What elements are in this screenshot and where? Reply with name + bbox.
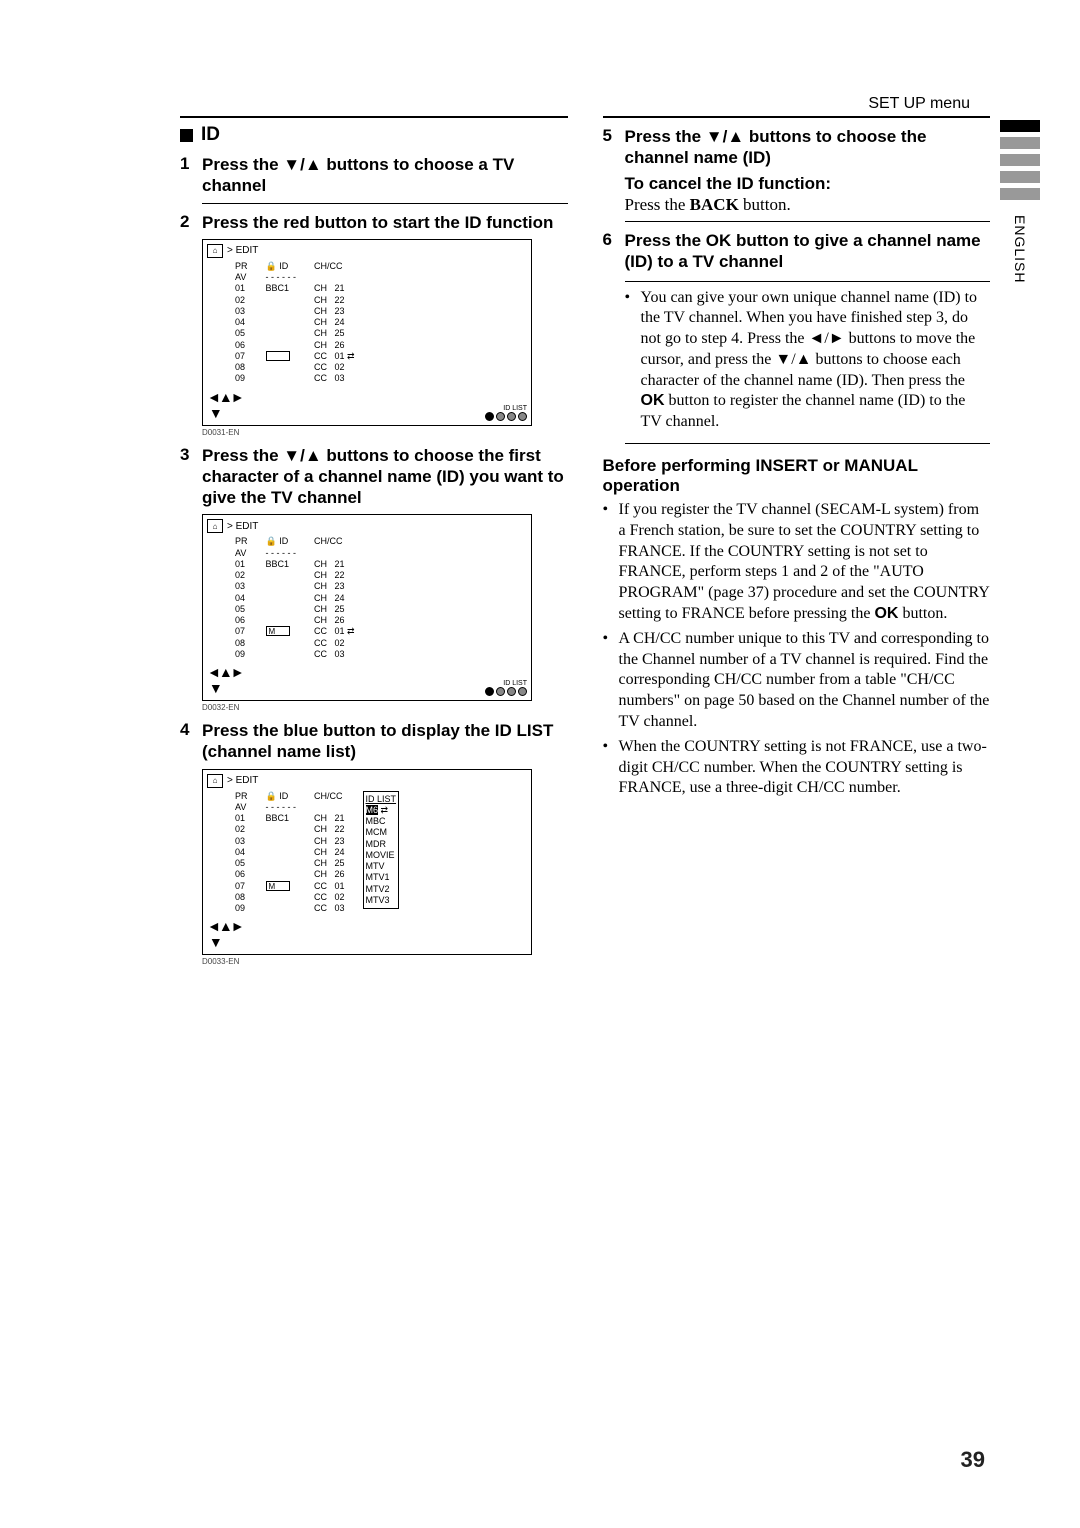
id-list-box: ID LIST M6 ⇄MBCMCMMDRMOVIEMTVMTV1MTV2MTV… xyxy=(363,791,400,910)
tv-icon: ⌂ xyxy=(207,244,223,258)
nav-arrows-icon: ◄▲► ▼ xyxy=(207,918,243,950)
nav-arrows-icon: ◄▲► ▼ xyxy=(207,664,243,696)
step-text: Press the ▼/▲ buttons to choose a TV cha… xyxy=(202,154,568,197)
tv-icon: ⌂ xyxy=(207,774,223,788)
tab-bar-active xyxy=(1000,120,1040,132)
screenshot-edit-2: ⌂> EDIT PR AV010203040506070809 🔒 ID - -… xyxy=(202,514,532,701)
step-number: 1 xyxy=(180,154,202,197)
caption: D0032-EN xyxy=(202,703,568,712)
screenshot-edit-3: ⌂> EDIT PR AV010203040506070809 🔒 ID - -… xyxy=(202,769,532,956)
step-6: 6 Press the OK button to give a channel … xyxy=(603,230,991,273)
step-text: Press the red button to start the ID fun… xyxy=(202,212,553,233)
sub-instruction-bold: To cancel the ID function: xyxy=(625,173,991,194)
step-2: 2 Press the red button to start the ID f… xyxy=(180,212,568,233)
step-5: 5 Press the ▼/▲ buttons to choose the ch… xyxy=(603,126,991,215)
screenshot-edit-1: ⌂> EDIT PR AV010203040506070809 🔒 ID - -… xyxy=(202,239,532,426)
divider xyxy=(180,116,568,118)
tab-bar xyxy=(1000,188,1040,200)
sub-instruction-text: Press the BACK button. xyxy=(625,194,991,215)
right-column: 5 Press the ▼/▲ buttons to choose the ch… xyxy=(603,110,991,966)
language-label: ENGLISH xyxy=(1012,215,1028,283)
col-chcc: CH/CC CH 21CH 22CH 23CH 24CH 25CH 26CC 0… xyxy=(314,261,355,385)
header-menu-label: SET UP menu xyxy=(868,95,970,113)
step-number: 4 xyxy=(180,720,202,763)
divider xyxy=(603,116,991,118)
step-4: 4 Press the blue button to display the I… xyxy=(180,720,568,763)
step-number: 5 xyxy=(603,126,625,215)
col-pr: PR AV010203040506070809 xyxy=(235,261,248,385)
step-text: Press the OK button to give a channel na… xyxy=(625,230,991,273)
tv-icon: ⌂ xyxy=(207,519,223,533)
bullet-text: When the COUNTRY setting is not FRANCE, … xyxy=(619,737,991,799)
divider xyxy=(625,221,991,222)
tab-bar xyxy=(1000,154,1040,166)
page-number: 39 xyxy=(961,1447,985,1473)
caption: D0033-EN xyxy=(202,957,568,966)
step-text: Press the ▼/▲ buttons to choose the chan… xyxy=(625,126,991,169)
step-3: 3 Press the ▼/▲ buttons to choose the fi… xyxy=(180,445,568,509)
manual-page: SET UP menu ENGLISH ID 1 Press the ▼/▲ b… xyxy=(0,0,1080,1528)
step-number: 6 xyxy=(603,230,625,273)
col-id: 🔒 ID - - - - - - BBC1 xyxy=(266,261,297,385)
section-title-text: ID xyxy=(201,124,220,146)
step-number: 3 xyxy=(180,445,202,509)
step-number: 2 xyxy=(180,212,202,233)
note-box: • You can give your own unique channel n… xyxy=(625,281,991,445)
tab-bar xyxy=(1000,171,1040,183)
square-bullet-icon xyxy=(180,129,193,142)
step-text: Press the ▼/▲ buttons to choose the firs… xyxy=(202,445,568,509)
step-1: 1 Press the ▼/▲ buttons to choose a TV c… xyxy=(180,154,568,197)
tab-bar xyxy=(1000,137,1040,149)
note-text: You can give your own unique channel nam… xyxy=(641,288,991,434)
bullet-text: If you register the TV channel (SECAM-L … xyxy=(619,500,991,625)
side-tab: ENGLISH xyxy=(1000,120,1040,283)
subheading: Before performing INSERT or MANUAL opera… xyxy=(603,456,991,496)
nav-arrows-icon: ◄▲► ▼ xyxy=(207,389,243,421)
bullet-text: A CH/CC number unique to this TV and cor… xyxy=(619,629,991,733)
step-text: Press the blue button to display the ID … xyxy=(202,720,568,763)
left-column: ID 1 Press the ▼/▲ buttons to choose a T… xyxy=(180,110,568,966)
section-title: ID xyxy=(180,124,568,146)
caption: D0031-EN xyxy=(202,428,568,437)
divider xyxy=(202,203,568,204)
